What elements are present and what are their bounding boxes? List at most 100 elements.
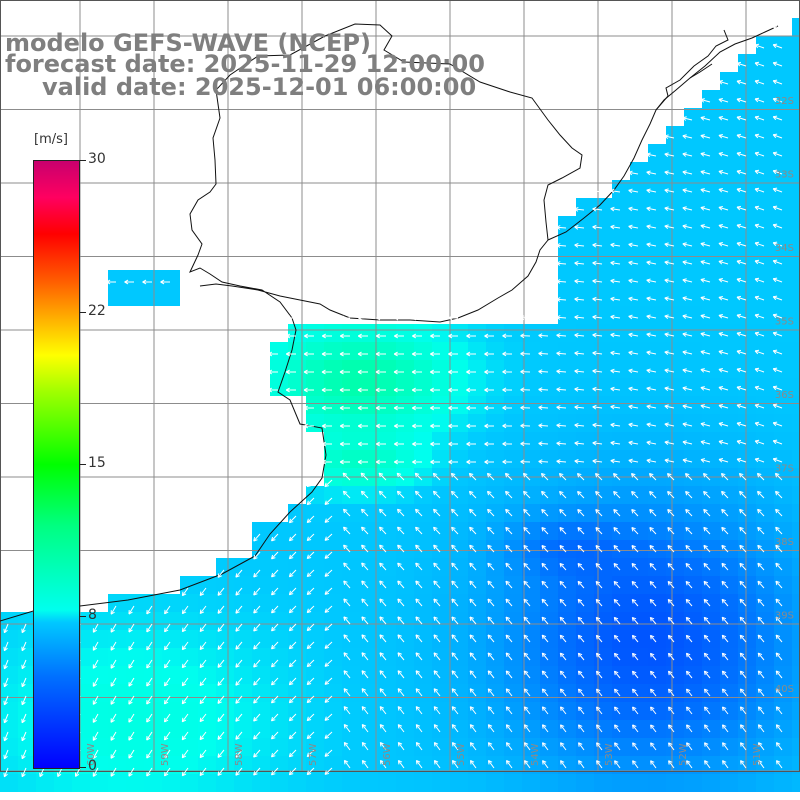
wind-arrow: [466, 369, 476, 375]
wind-cell: [756, 594, 774, 612]
wind-cell: [774, 234, 792, 252]
wind-cell: [576, 756, 594, 774]
wind-arrow: [702, 472, 711, 481]
wind-arrow: [324, 515, 333, 523]
wind-cell: [702, 612, 720, 630]
wind-cell: [306, 324, 324, 342]
wind-arrow: [574, 207, 585, 212]
wind-arrow: [414, 508, 423, 517]
wind-arrow: [682, 350, 693, 355]
wind-cell: [378, 396, 396, 414]
wind-cell: [270, 756, 288, 774]
wind-cell: [450, 396, 468, 414]
wind-arrow: [268, 369, 278, 375]
wind-cell: [720, 450, 738, 468]
wind-cell: [738, 324, 756, 342]
wind-arrow: [574, 315, 585, 320]
wind-cell: [684, 504, 702, 522]
wind-cell: [450, 666, 468, 684]
wind-cell: [486, 630, 504, 648]
wind-arrow: [646, 242, 657, 248]
wind-arrow: [451, 580, 459, 589]
wind-cell: [342, 576, 360, 594]
wind-cell: [666, 450, 684, 468]
wind-arrow: [394, 315, 404, 321]
wind-cell: [576, 576, 594, 594]
wind-cell: [414, 666, 432, 684]
wind-cell: [792, 108, 800, 126]
wind-cell: [396, 702, 414, 720]
wind-arrow: [450, 472, 459, 481]
wind-cell: [630, 594, 648, 612]
wind-cell: [360, 666, 378, 684]
wind-arrow: [469, 580, 477, 589]
wind-cell: [108, 270, 126, 288]
wind-cell: [576, 450, 594, 468]
wind-arrow: [378, 472, 387, 481]
wind-cell: [522, 414, 540, 432]
wind-cell: [720, 612, 738, 630]
wind-cell: [378, 342, 396, 360]
wind-arrow: [160, 279, 170, 285]
wind-cell: [558, 648, 576, 666]
wind-arrow: [397, 580, 405, 589]
wind-arrow: [306, 587, 315, 596]
wind-cell: [108, 684, 126, 702]
wind-cell: [360, 774, 378, 792]
wind-arrow: [646, 440, 657, 446]
wind-arrow: [484, 369, 494, 375]
wind-cell: [360, 540, 378, 558]
wind-cell: [558, 324, 576, 342]
wind-arrow: [754, 367, 765, 373]
wind-cell: [432, 414, 450, 432]
wind-arrow: [306, 479, 315, 488]
wind-arrow: [466, 387, 476, 393]
wind-cell: [684, 540, 702, 558]
wind-cell: [450, 432, 468, 450]
wind-cell: [792, 702, 800, 720]
wind-cell: [432, 450, 450, 468]
wind-cell: [504, 522, 522, 540]
wind-cell: [360, 360, 378, 378]
wind-cell: [378, 414, 396, 432]
wind-arrow: [775, 526, 783, 535]
wind-cell: [486, 666, 504, 684]
wind-cell: [648, 666, 666, 684]
wind-cell: [504, 558, 522, 576]
wind-cell: [450, 522, 468, 540]
wind-cell: [468, 756, 486, 774]
wind-cell: [684, 666, 702, 684]
wind-cell: [522, 432, 540, 450]
wind-arrow: [736, 439, 747, 445]
wind-cell: [756, 702, 774, 720]
wind-arrow: [577, 527, 585, 535]
wind-cell: [180, 648, 198, 666]
wind-arrow: [556, 405, 567, 410]
wind-cell: [576, 324, 594, 342]
wind-arrow: [646, 332, 657, 338]
wind-cell: [126, 270, 144, 288]
wind-arrow: [628, 314, 639, 320]
wind-arrow: [430, 405, 440, 411]
wind-arrow: [574, 333, 585, 338]
wind-arrow: [538, 441, 549, 446]
wind-arrow: [754, 79, 765, 85]
wind-arrow: [736, 133, 747, 139]
wind-cell: [684, 738, 702, 756]
wind-arrow: [685, 544, 693, 553]
wind-cell: [630, 198, 648, 216]
wind-arrow: [700, 152, 711, 157]
wind-cell: [468, 486, 486, 504]
wind-cell: [648, 396, 666, 414]
wind-arrow: [520, 315, 531, 321]
wind-cell: [666, 612, 684, 630]
wind-cell: [792, 612, 800, 630]
wind-cell: [666, 666, 684, 684]
wind-arrow: [700, 458, 711, 463]
wind-arrow: [718, 313, 729, 319]
wind-cell: [558, 720, 576, 738]
wind-cell: [450, 720, 468, 738]
wind-cell: [504, 720, 522, 738]
wind-cell: [90, 612, 108, 630]
wind-arrow: [342, 472, 351, 481]
